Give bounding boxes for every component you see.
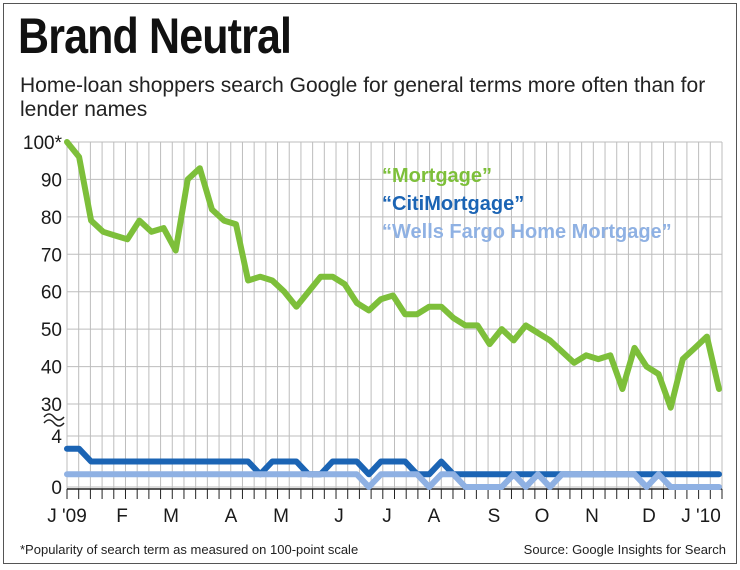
x-tick-label: N [585, 506, 599, 527]
y-tick-label: 40 [41, 358, 62, 379]
y-tick-label: 100* [23, 133, 63, 154]
footnote: *Popularity of search term as measured o… [20, 542, 359, 557]
x-tick-label: J [382, 506, 392, 527]
y-tick-label: 60 [41, 283, 62, 304]
axis-break-mark [43, 413, 65, 421]
series-line-citimortgage [64, 445, 722, 478]
x-tick-label: J '10 [681, 506, 721, 527]
series-line-wells-fargo-home-mortgage [64, 471, 722, 490]
y-tick-label: 4 [51, 427, 62, 448]
axis-break-mark [43, 419, 65, 427]
y-tick-label: 30 [41, 395, 62, 416]
x-tick-label: O [535, 506, 550, 527]
x-tick-label: J [334, 506, 344, 527]
x-tick-label: J '09 [47, 506, 87, 527]
x-tick-label: A [428, 506, 441, 527]
x-tick-label: D [642, 506, 656, 527]
y-tick-label: 50 [41, 320, 62, 341]
x-tick-label: S [488, 506, 501, 527]
chart-title: Brand Neutral [18, 8, 292, 64]
legend-entry: “Wells Fargo Home Mortgage” [382, 221, 672, 243]
y-tick-label: 80 [41, 208, 62, 229]
y-tick-label: 90 [41, 170, 62, 191]
x-tick-label: M [163, 506, 179, 527]
x-tick-label: M [273, 506, 289, 527]
chart-subtitle: Home-loan shoppers search Google for gen… [20, 74, 706, 121]
series-line-mortgage [64, 139, 722, 411]
x-tick-label: F [116, 506, 128, 527]
x-tick-label: A [225, 506, 238, 527]
y-tick-label: 70 [41, 245, 62, 266]
chart-frame: Brand Neutral Home-loan shoppers search … [3, 3, 737, 564]
source-note: Source: Google Insights for Search [523, 542, 726, 557]
legend: “Mortgage” “CitiMortgage” “Wells Fargo Hom… [382, 165, 672, 243]
series-lines [64, 139, 722, 490]
legend-entry: “CitiMortgage” [382, 193, 524, 215]
legend-entry: “Mortgage” [382, 165, 492, 187]
y-tick-label: 0 [51, 478, 62, 499]
